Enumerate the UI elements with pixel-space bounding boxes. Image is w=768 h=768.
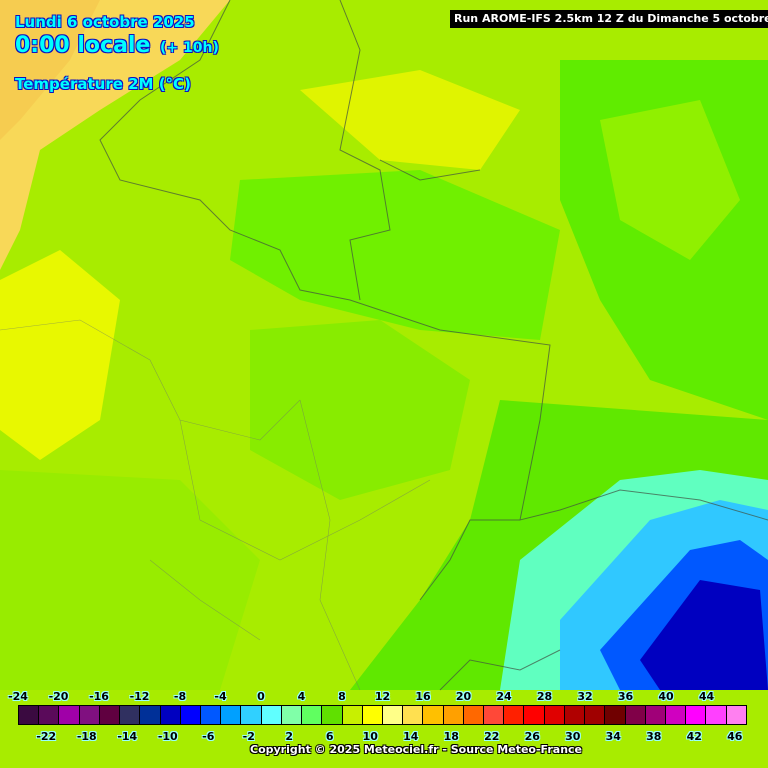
scale-label-bottom: 2 xyxy=(285,730,294,743)
scale-label-bottom: 22 xyxy=(484,730,500,743)
color-scale-cell xyxy=(221,706,242,724)
color-scale-cell xyxy=(281,706,303,724)
warm-zone-west xyxy=(0,250,120,460)
scale-label-top: 4 xyxy=(297,690,306,703)
color-scale-cell xyxy=(484,706,505,724)
color-scale-cell xyxy=(241,706,262,724)
color-scale-cell xyxy=(362,706,383,724)
color-scale-cell xyxy=(180,706,201,724)
scale-label-bottom: 46 xyxy=(727,730,743,743)
color-scale-cell xyxy=(625,706,646,724)
forecast-time: 0:00 locale xyxy=(15,33,151,58)
scale-label-bottom: -10 xyxy=(157,730,178,743)
scale-label-top: 16 xyxy=(415,690,431,703)
scale-label-top: -12 xyxy=(129,690,150,703)
scale-label-top: 24 xyxy=(496,690,512,703)
copyright: Copyright © 2025 Meteociel.fr - Source M… xyxy=(250,743,583,756)
color-scale-cell xyxy=(463,706,485,724)
scale-label-bottom: 26 xyxy=(524,730,540,743)
parameter-title: Température 2M (°C) xyxy=(15,75,191,93)
scale-label-bottom: 30 xyxy=(565,730,581,743)
color-scale-cell xyxy=(342,706,363,724)
scale-label-bottom: -2 xyxy=(242,730,255,743)
scale-label-top: 28 xyxy=(536,690,553,703)
forecast-date: Lundi 6 octobre 2025 xyxy=(15,13,195,31)
scale-label-bottom: -14 xyxy=(117,730,138,743)
run-info: Run AROME-IFS 2.5km 12 Z du Dimanche 5 o… xyxy=(450,10,768,28)
color-scale-cell xyxy=(261,706,282,724)
color-scale-cell xyxy=(423,706,444,724)
color-scale-cell xyxy=(322,706,343,724)
scale-label-bottom: 38 xyxy=(646,730,662,743)
scale-label-top: -8 xyxy=(173,690,187,703)
region-borders xyxy=(0,319,431,691)
color-scale-cell xyxy=(726,706,746,724)
color-scale-cell xyxy=(403,706,424,724)
color-scale-cell xyxy=(544,706,565,724)
color-scale-cell xyxy=(564,706,586,724)
color-scale-cell xyxy=(686,706,707,724)
color-scale-cell xyxy=(524,706,545,724)
cool-zone-center xyxy=(230,170,560,340)
color-scale-cell xyxy=(504,706,525,724)
scale-label-top: -24 xyxy=(8,690,28,703)
country-borders xyxy=(99,0,768,691)
color-scale-cell xyxy=(605,706,626,724)
scale-label-top: -4 xyxy=(214,690,227,703)
color-scale-cell xyxy=(645,706,666,724)
color-scale-cell xyxy=(59,706,80,724)
color-scale-cell xyxy=(200,706,222,724)
color-scale-cell xyxy=(302,706,323,724)
scale-label-top: 12 xyxy=(374,690,391,703)
scale-label-top: 32 xyxy=(577,690,593,703)
color-scale-cell xyxy=(99,706,121,724)
color-scale-cell xyxy=(382,706,404,724)
color-scale-cell xyxy=(19,706,40,724)
color-scale-cell xyxy=(39,706,60,724)
scale-label-bottom: -6 xyxy=(202,730,215,743)
color-scale xyxy=(18,705,747,725)
color-scale-cell xyxy=(140,706,161,724)
scale-label-bottom: 14 xyxy=(403,730,419,743)
color-scale-cell xyxy=(443,706,464,724)
scale-label-bottom: -18 xyxy=(76,730,97,743)
scale-label-bottom: -22 xyxy=(36,730,57,743)
color-scale-cell xyxy=(79,706,100,724)
scale-label-top: -16 xyxy=(89,690,109,703)
color-scale-cell xyxy=(706,706,727,724)
scale-label-bottom: 10 xyxy=(362,730,378,743)
scale-label-top: 20 xyxy=(455,690,472,703)
scale-label-top: 36 xyxy=(617,690,634,703)
color-scale-cell xyxy=(120,706,141,724)
scale-label-bottom: 18 xyxy=(443,730,459,743)
scale-label-top: 40 xyxy=(658,690,674,703)
scale-label-top: 44 xyxy=(698,690,715,703)
scale-label-top: -20 xyxy=(48,690,69,703)
scale-label-bottom: 42 xyxy=(686,730,702,743)
scale-label-top: 0 xyxy=(257,690,265,703)
color-scale-cell xyxy=(666,706,687,724)
color-scale-cell xyxy=(160,706,181,724)
scale-label-top: 8 xyxy=(338,690,346,703)
color-scale-cell xyxy=(585,706,606,724)
scale-label-bottom: 6 xyxy=(325,730,334,743)
lead-time: (+ 10h) xyxy=(160,40,219,56)
scale-label-bottom: 34 xyxy=(605,730,621,743)
